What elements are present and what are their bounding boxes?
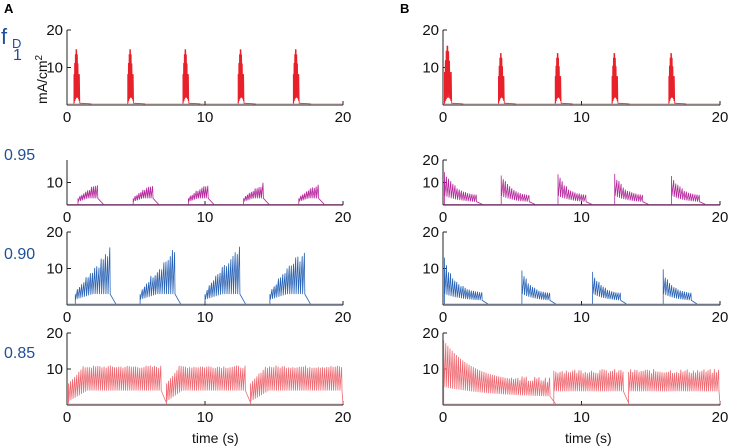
y-tick-label: 10 bbox=[46, 175, 63, 192]
y-tick-label: 10 bbox=[46, 261, 63, 278]
x-tick-label: 20 bbox=[712, 109, 729, 126]
trace-path bbox=[443, 340, 721, 405]
x-tick-label: 20 bbox=[712, 309, 729, 326]
x-tick-label: 0 bbox=[439, 409, 447, 426]
y-tick-label: 10 bbox=[46, 361, 63, 378]
trace-path bbox=[77, 182, 325, 205]
trace-path bbox=[68, 365, 344, 405]
x-tick-label: 0 bbox=[439, 309, 447, 326]
row-label: 0.85 bbox=[4, 345, 35, 362]
series-trace bbox=[67, 365, 344, 405]
y-tick-label: 20 bbox=[422, 22, 439, 39]
row-label: 1 bbox=[13, 47, 22, 64]
row-label: 0.90 bbox=[4, 246, 35, 263]
trace-path bbox=[444, 257, 698, 305]
y-tick-label: 20 bbox=[422, 152, 439, 169]
x-tick-label: 0 bbox=[63, 109, 71, 126]
panel-label-b: B bbox=[400, 1, 409, 16]
y-axis-label: mA/cm2 bbox=[34, 54, 50, 104]
trace-path bbox=[444, 45, 687, 105]
x-tick-label: 0 bbox=[439, 209, 447, 226]
x-tick-label: 20 bbox=[335, 309, 352, 326]
x-axis-label-b: time (s) bbox=[565, 430, 612, 446]
x-tick-label: 10 bbox=[197, 109, 214, 126]
y-tick-label: 20 bbox=[46, 325, 63, 342]
x-tick-label: 0 bbox=[63, 409, 71, 426]
x-tick-label: 20 bbox=[335, 209, 352, 226]
trace-path bbox=[73, 49, 311, 105]
y-tick-label: 10 bbox=[422, 175, 439, 192]
series-trace bbox=[443, 340, 721, 405]
trace-path bbox=[74, 246, 311, 305]
y-tick-label: 20 bbox=[422, 325, 439, 342]
x-tick-label: 10 bbox=[197, 409, 214, 426]
fd-subscript: D bbox=[12, 36, 21, 51]
x-tick-label: 20 bbox=[335, 109, 352, 126]
fd-symbol: f bbox=[1, 24, 8, 49]
series-trace bbox=[67, 49, 343, 105]
x-tick-label: 20 bbox=[335, 409, 352, 426]
x-tick-label: 10 bbox=[573, 209, 590, 226]
x-tick-label: 20 bbox=[712, 209, 729, 226]
series-trace bbox=[443, 172, 720, 205]
x-tick-label: 0 bbox=[63, 209, 71, 226]
y-tick-label: 20 bbox=[46, 22, 63, 39]
x-tick-label: 0 bbox=[439, 109, 447, 126]
x-tick-label: 10 bbox=[197, 309, 214, 326]
x-tick-label: 10 bbox=[573, 409, 590, 426]
x-axis-label-a: time (s) bbox=[192, 430, 239, 446]
y-tick-label: 20 bbox=[46, 224, 63, 241]
x-tick-label: 10 bbox=[197, 209, 214, 226]
series-trace bbox=[443, 45, 720, 105]
series-trace bbox=[67, 182, 343, 205]
x-tick-label: 0 bbox=[63, 309, 71, 326]
y-tick-label: 10 bbox=[422, 261, 439, 278]
y-tick-label: 10 bbox=[422, 60, 439, 77]
y-tick-label: 10 bbox=[46, 60, 63, 77]
x-tick-label: 20 bbox=[712, 409, 729, 426]
series-trace bbox=[443, 257, 720, 305]
series-trace bbox=[67, 246, 343, 305]
x-tick-label: 10 bbox=[573, 309, 590, 326]
y-tick-label: 10 bbox=[422, 361, 439, 378]
y-tick-label: 20 bbox=[422, 224, 439, 241]
panel-label-a: A bbox=[4, 1, 14, 16]
x-tick-label: 10 bbox=[573, 109, 590, 126]
trace-path bbox=[444, 172, 706, 205]
row-label: 0.95 bbox=[4, 147, 35, 164]
